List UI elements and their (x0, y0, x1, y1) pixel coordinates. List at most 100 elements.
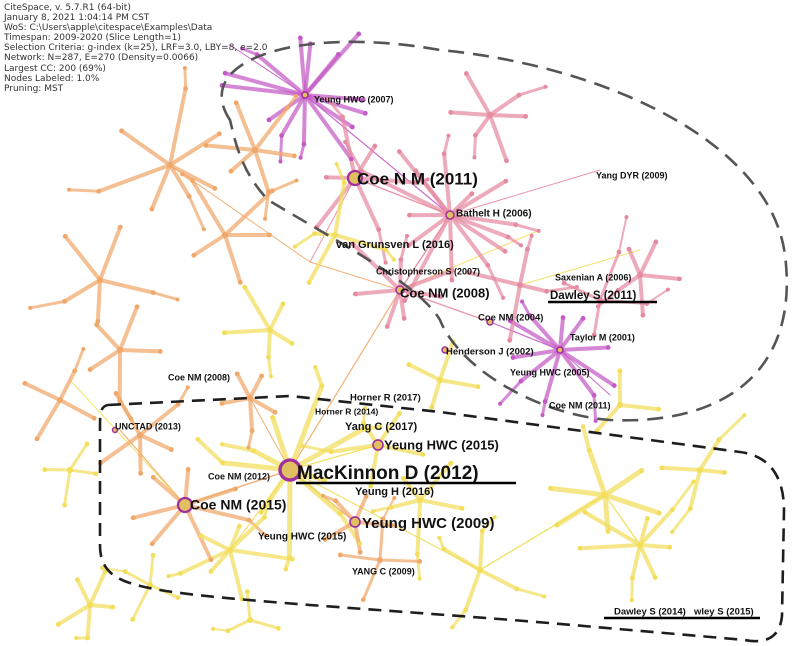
info-line: Timespan: 2009-2020 (Slice Length=1) (4, 33, 181, 44)
network-node (357, 549, 363, 555)
network-node (175, 401, 181, 407)
network-edge (242, 285, 272, 332)
network-node (527, 313, 533, 318)
network-node (417, 576, 422, 581)
network-node (286, 554, 292, 560)
network-edge (378, 558, 422, 563)
network-node (266, 354, 271, 360)
network-edge (514, 223, 541, 233)
network-node (149, 541, 155, 547)
network-edge (203, 143, 257, 152)
network-edge (268, 301, 286, 332)
network-node (617, 402, 623, 408)
network-node (322, 537, 328, 542)
network-node (294, 178, 299, 183)
network-node (479, 528, 485, 534)
network-node (626, 246, 632, 252)
network-node (117, 347, 123, 353)
network-node (425, 177, 430, 182)
node-label: MacKinnon D (2012) (297, 463, 479, 484)
network-edge (518, 283, 549, 294)
network-node (62, 233, 68, 239)
network-edge (638, 543, 658, 580)
network-node (629, 575, 635, 581)
network-node (221, 330, 227, 336)
network-edge (168, 86, 188, 167)
network-node (94, 322, 100, 328)
network-node (341, 180, 347, 185)
network-node (640, 312, 646, 318)
network-edge (88, 603, 115, 610)
network-edge (448, 213, 511, 239)
network-node (249, 428, 255, 434)
network-edge (340, 114, 357, 180)
network-edge (266, 328, 272, 360)
network-edge (506, 235, 523, 247)
network-node (122, 569, 128, 574)
node-label: Saxenian A (2006) (555, 272, 631, 282)
network-edge (507, 283, 522, 343)
network-edge (448, 110, 492, 117)
info-line: Network: N=287, E=270 (Density=0.0066) (4, 53, 199, 64)
network-node (639, 468, 645, 473)
network-node (176, 496, 194, 514)
upper-cluster-outline (220, 40, 788, 422)
node-label: Coe NM (2008) (400, 285, 490, 300)
network-node (62, 298, 68, 304)
node-label: Coe N M (2011) (357, 169, 478, 188)
network-node (222, 70, 228, 76)
network-edge (63, 234, 102, 282)
network-edge (398, 288, 407, 321)
citespace-info-panel: CiteSpace, v. 5.7.R1 (64-bit) January 8, … (4, 3, 267, 94)
network-node (463, 71, 469, 76)
network-node (263, 533, 268, 538)
network-edge (520, 300, 532, 317)
network-node (372, 143, 378, 149)
network-node (413, 168, 419, 174)
network-node (363, 493, 369, 499)
node-label: Yeung HWC (2005) (510, 367, 590, 377)
network-edge (630, 576, 634, 602)
network-node (278, 458, 302, 482)
network-node (352, 291, 358, 297)
network-node (388, 505, 394, 510)
network-edge (63, 468, 72, 507)
network-node (554, 522, 560, 528)
network-node (81, 346, 86, 351)
network-edge (558, 316, 586, 352)
network-node (368, 483, 374, 489)
network-node (437, 377, 443, 383)
network-node (438, 294, 444, 299)
network-node (406, 242, 412, 248)
network-node (519, 243, 524, 248)
network-node (259, 373, 265, 379)
network-edge (183, 486, 238, 507)
network-node (175, 595, 181, 601)
network-edge (473, 113, 492, 138)
network-node (203, 142, 209, 148)
network-edge (149, 163, 172, 212)
network-edge (62, 278, 102, 304)
network-node (617, 368, 623, 374)
network-node (624, 215, 629, 220)
network-node (449, 268, 455, 274)
network-edge (498, 379, 523, 406)
network-edge (148, 553, 155, 587)
network-node (384, 324, 390, 329)
network-node (247, 617, 253, 623)
network-node (417, 497, 423, 503)
network-edge (226, 618, 252, 633)
network-node (362, 406, 367, 411)
node-label: Dawley S (2014) (614, 607, 686, 618)
network-edge (617, 216, 628, 254)
network-edge (527, 313, 562, 352)
network-node (150, 552, 156, 558)
network-node (591, 332, 597, 338)
network-node (252, 147, 258, 153)
network-node (102, 569, 108, 574)
network-node (577, 545, 583, 551)
network-node (656, 406, 662, 412)
network-edge (22, 381, 62, 402)
network-edge (223, 188, 275, 237)
network-node (561, 280, 567, 286)
